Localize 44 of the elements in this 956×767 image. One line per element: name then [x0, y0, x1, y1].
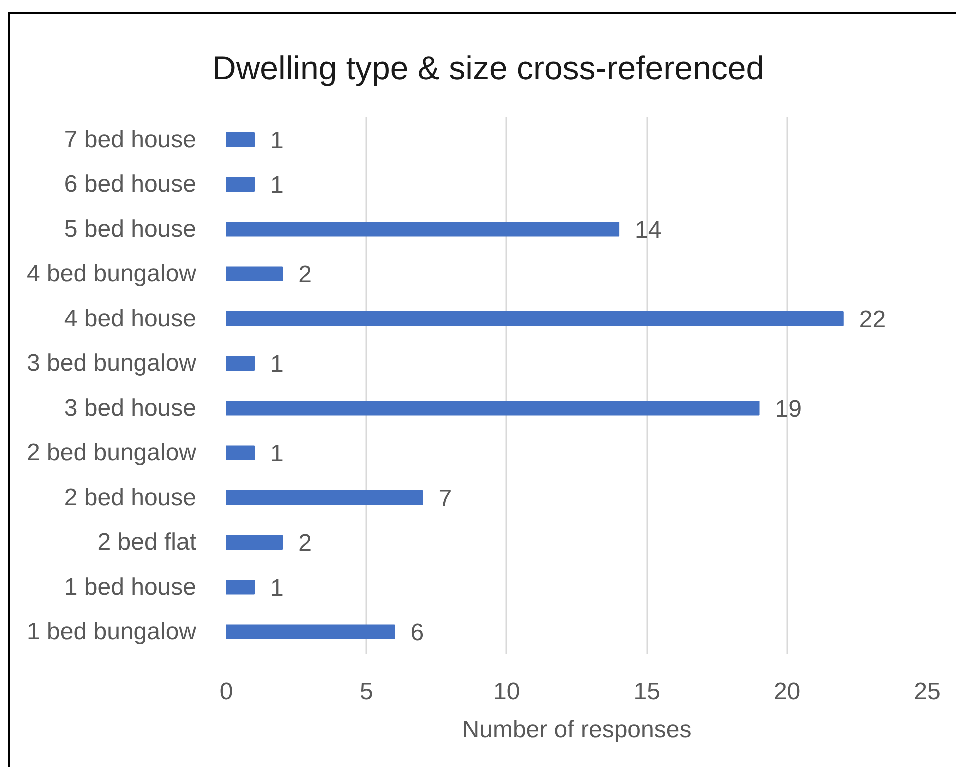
bar — [226, 311, 844, 326]
y-tick-label: 2 bed house — [64, 484, 197, 512]
y-tick-label: 1 bed bungalow — [27, 618, 198, 646]
y-tick-label: 6 bed house — [64, 171, 197, 198]
y-tick-label: 3 bed bungalow — [27, 350, 198, 378]
data-label: 2 — [298, 262, 312, 289]
data-label: 1 — [270, 574, 284, 602]
x-tick-label: 0 — [220, 678, 234, 706]
data-label: 2 — [298, 530, 312, 558]
data-label: 6 — [410, 620, 424, 647]
bar — [226, 624, 396, 640]
chart-title: Dwelling type & size cross-referenced — [212, 50, 765, 86]
data-label: 1 — [270, 440, 284, 468]
data-label: 22 — [859, 306, 886, 334]
data-label: 7 — [438, 485, 452, 512]
x-tick-label: 5 — [360, 678, 374, 706]
bar — [226, 490, 424, 506]
x-tick-label: 10 — [494, 678, 520, 706]
data-label: 14 — [635, 216, 662, 244]
x-axis-title: Number of responses — [462, 716, 692, 744]
data-label: 1 — [270, 172, 284, 200]
y-tick-label: 3 bed house — [64, 394, 197, 422]
bar — [226, 266, 284, 282]
data-label: 19 — [775, 396, 802, 423]
bar — [226, 446, 256, 461]
data-label: 1 — [270, 127, 284, 154]
bar — [226, 132, 256, 148]
bar — [226, 580, 256, 595]
y-tick-label: 5 bed house — [64, 216, 197, 243]
y-tick-label: 7 bed house — [64, 126, 197, 154]
bar — [226, 177, 256, 192]
bar — [226, 356, 256, 372]
y-tick-label: 2 bed bungalow — [27, 440, 198, 467]
y-tick-label: 4 bed house — [64, 305, 197, 332]
x-tick-label: 15 — [634, 678, 660, 706]
bar — [226, 222, 620, 237]
x-tick-label: 25 — [914, 678, 941, 706]
y-tick-label: 4 bed bungalow — [27, 260, 198, 288]
bar — [226, 400, 760, 416]
y-tick-label: 1 bed house — [64, 574, 197, 601]
x-tick-label: 20 — [774, 678, 801, 706]
data-label: 1 — [270, 351, 284, 378]
y-tick-label: 2 bed flat — [98, 529, 197, 556]
bar — [226, 535, 284, 550]
